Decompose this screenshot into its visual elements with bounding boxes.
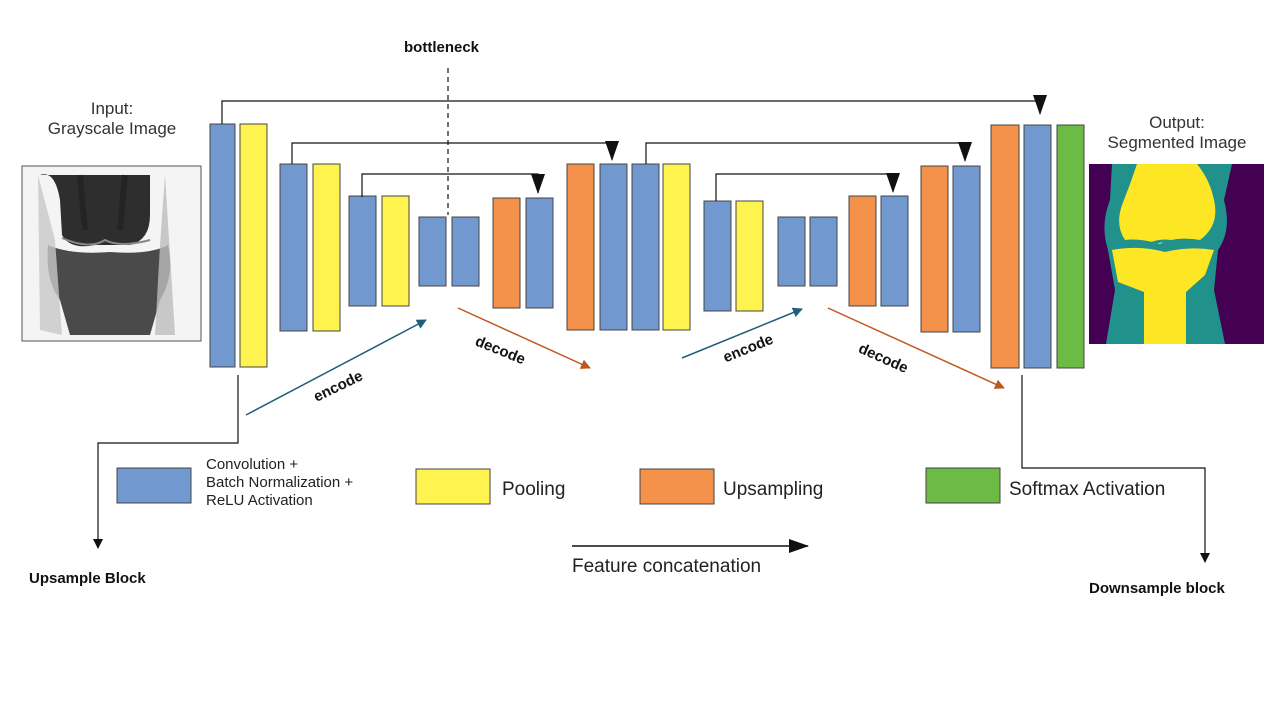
legend-conv-line2: Batch Normalization + [206,474,354,491]
legend-softmax-label: Softmax Activation [1009,479,1166,500]
legend-conv-line1: Convolution + [206,456,299,473]
decode-arrow [827,307,1005,389]
conv-block [777,216,806,287]
legend-upsampling-swatch [639,468,715,505]
skip-connection [715,173,900,201]
upsampling-block [920,165,949,333]
skip-connection [645,142,972,164]
skip-connection [221,95,1047,124]
legend-conv-label: Convolution + Batch Normalization + ReLU… [206,456,396,510]
conv-block [348,195,377,307]
upsampling-block [492,197,521,309]
pooling-block [662,163,691,331]
conv-block [525,197,554,309]
legend-softmax-swatch [925,467,1001,504]
encode-arrow [681,307,803,359]
conv-block [880,195,909,307]
output-title: Output: Segmented Image [1089,113,1265,153]
upsampling-block [990,124,1020,369]
legend-conv-swatch [116,467,192,504]
pooling-block [381,195,410,307]
bottleneck-label: bottleneck [404,39,480,56]
upsample-callout-line [93,375,239,549]
decode-arrow [457,307,591,369]
conv-block [1023,124,1052,369]
conv-block [418,216,447,287]
pooling-block [735,200,764,312]
downsample-block-label: Downsample block [1089,580,1225,597]
network-blocks [209,123,1085,369]
conv-block [703,200,732,312]
upsampling-block [848,195,877,307]
skip-connection [291,141,619,164]
output-image [1089,164,1264,344]
feature-concatenation-label: Feature concatenation [572,556,762,577]
downsample-callout-line [1021,375,1210,563]
conv-block [599,163,628,331]
conv-block [809,216,838,287]
input-title-line2: Grayscale Image [47,119,177,138]
encode-arrow [245,319,427,416]
output-title-line1: Output: [1149,113,1205,132]
skip-connections [221,95,1047,201]
legend-pooling-swatch [415,468,491,505]
upsample-block-label: Upsample Block [29,570,146,587]
legend [116,467,1001,505]
softmax-block [1056,124,1085,369]
conv-block [209,123,236,368]
input-title: Input: Grayscale Image [22,99,202,139]
conv-block [279,163,308,332]
pooling-block [312,163,341,332]
conv-block [451,216,480,287]
conv-block [952,165,981,333]
legend-upsampling-label: Upsampling [723,479,824,500]
input-title-line1: Input: [90,99,134,118]
upsampling-block [566,163,595,331]
pooling-block [239,123,268,368]
legend-pooling-label: Pooling [502,479,566,500]
output-title-line2: Segmented Image [1107,133,1247,152]
conv-block [631,163,660,331]
skip-connection [361,173,545,197]
input-image [21,165,202,342]
legend-conv-line3: ReLU Activation [206,492,313,509]
